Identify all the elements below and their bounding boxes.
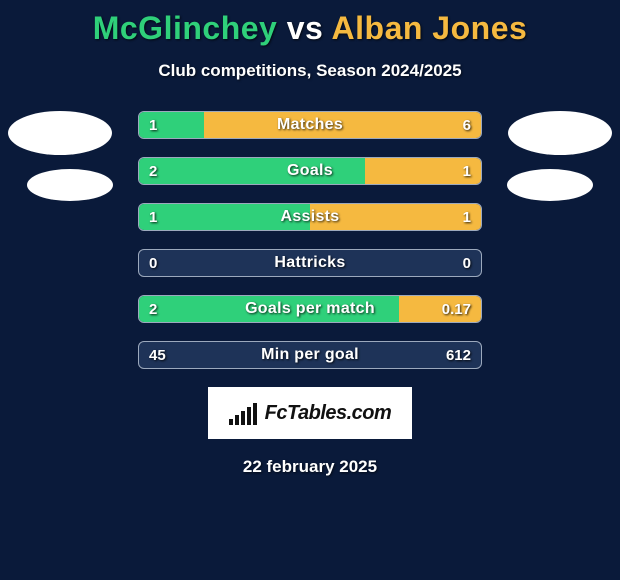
stat-row: 21Goals (138, 157, 482, 185)
stat-row: 16Matches (138, 111, 482, 139)
stat-label: Assists (139, 204, 481, 230)
stat-row: 11Assists (138, 203, 482, 231)
comparison-stage: 16Matches 21Goals 11Assists 00Hattricks 20.1… (0, 111, 620, 369)
stat-row: 45612Min per goal (138, 341, 482, 369)
player1-name: McGlinchey (93, 10, 278, 46)
stat-label: Min per goal (139, 342, 481, 368)
stat-label: Hattricks (139, 250, 481, 276)
page-title: McGlinchey vs Alban Jones (0, 0, 620, 47)
brand-bars-icon (229, 401, 259, 425)
player2-club-avatar (507, 169, 593, 201)
brand-text: FcTables.com (265, 402, 392, 425)
player2-name: Alban Jones (332, 10, 528, 46)
vs-text: vs (287, 10, 324, 46)
stat-label: Goals (139, 158, 481, 184)
player1-avatar (8, 111, 112, 155)
brand-badge: FcTables.com (208, 387, 412, 439)
stat-row: 20.17Goals per match (138, 295, 482, 323)
stat-label: Goals per match (139, 296, 481, 322)
subtitle: Club competitions, Season 2024/2025 (0, 61, 620, 81)
player1-club-avatar (27, 169, 113, 201)
stat-label: Matches (139, 112, 481, 138)
stat-row: 00Hattricks (138, 249, 482, 277)
player2-avatar (508, 111, 612, 155)
stat-bars: 16Matches 21Goals 11Assists 00Hattricks 20.1… (138, 111, 482, 369)
date-text: 22 february 2025 (0, 457, 620, 477)
